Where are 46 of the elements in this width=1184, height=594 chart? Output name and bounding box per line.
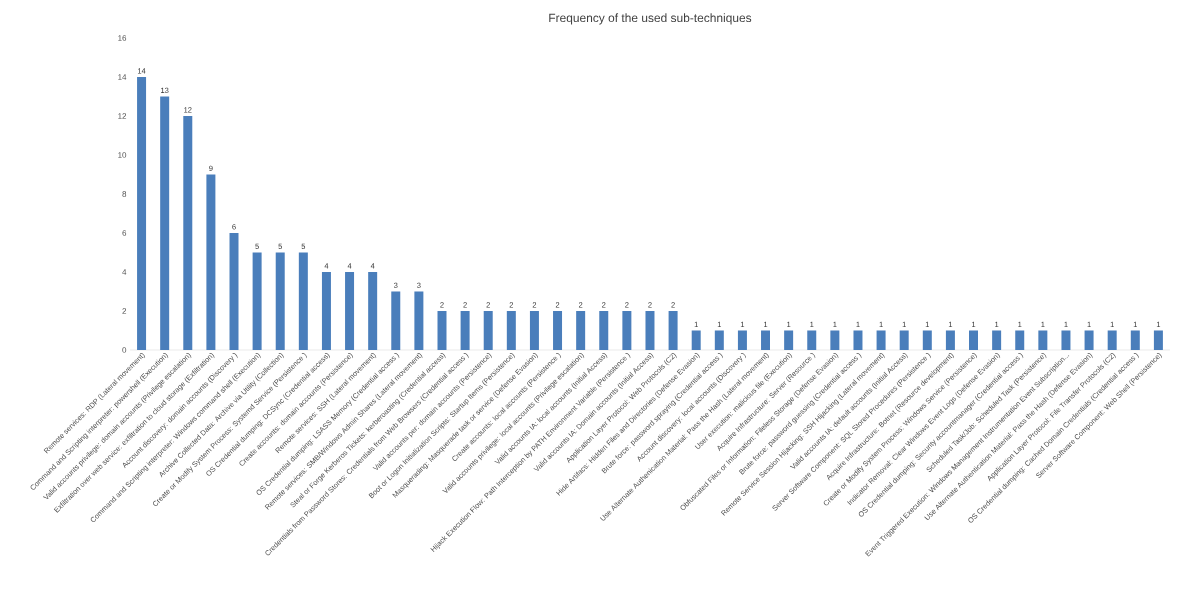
bar (437, 310, 447, 350)
bar (183, 115, 193, 350)
bar (807, 330, 817, 350)
bar (460, 310, 470, 350)
bar (1038, 330, 1048, 350)
bar (945, 330, 955, 350)
bar (1015, 330, 1025, 350)
bar (137, 76, 147, 350)
bar (1153, 330, 1163, 350)
bar (229, 232, 239, 350)
bar (714, 330, 724, 350)
bar (1061, 330, 1071, 350)
bar (275, 252, 285, 350)
bar (853, 330, 863, 350)
chart-title: Frequency of the used sub-techniques (549, 13, 752, 25)
bar (691, 330, 701, 350)
bar (969, 330, 979, 350)
bar (345, 271, 355, 350)
bar (576, 310, 586, 350)
bar (876, 330, 886, 350)
bar (529, 310, 539, 350)
bar (321, 271, 331, 350)
bar (922, 330, 932, 350)
bar (784, 330, 794, 350)
bar (252, 252, 262, 350)
bar (553, 310, 563, 350)
bar (737, 330, 747, 350)
bar (1130, 330, 1140, 350)
bar (391, 291, 401, 350)
bar (761, 330, 771, 350)
bar (298, 252, 308, 350)
bar (206, 174, 216, 350)
bar (1084, 330, 1094, 350)
bar (830, 330, 840, 350)
bar (899, 330, 909, 350)
bar (160, 96, 170, 350)
bar (645, 310, 655, 350)
bar (506, 310, 516, 350)
bar (483, 310, 493, 350)
bar (1107, 330, 1117, 350)
bar (622, 310, 632, 350)
bar (368, 271, 378, 350)
bar (599, 310, 609, 350)
bar (414, 291, 424, 350)
bar (668, 310, 678, 350)
bar (992, 330, 1002, 350)
